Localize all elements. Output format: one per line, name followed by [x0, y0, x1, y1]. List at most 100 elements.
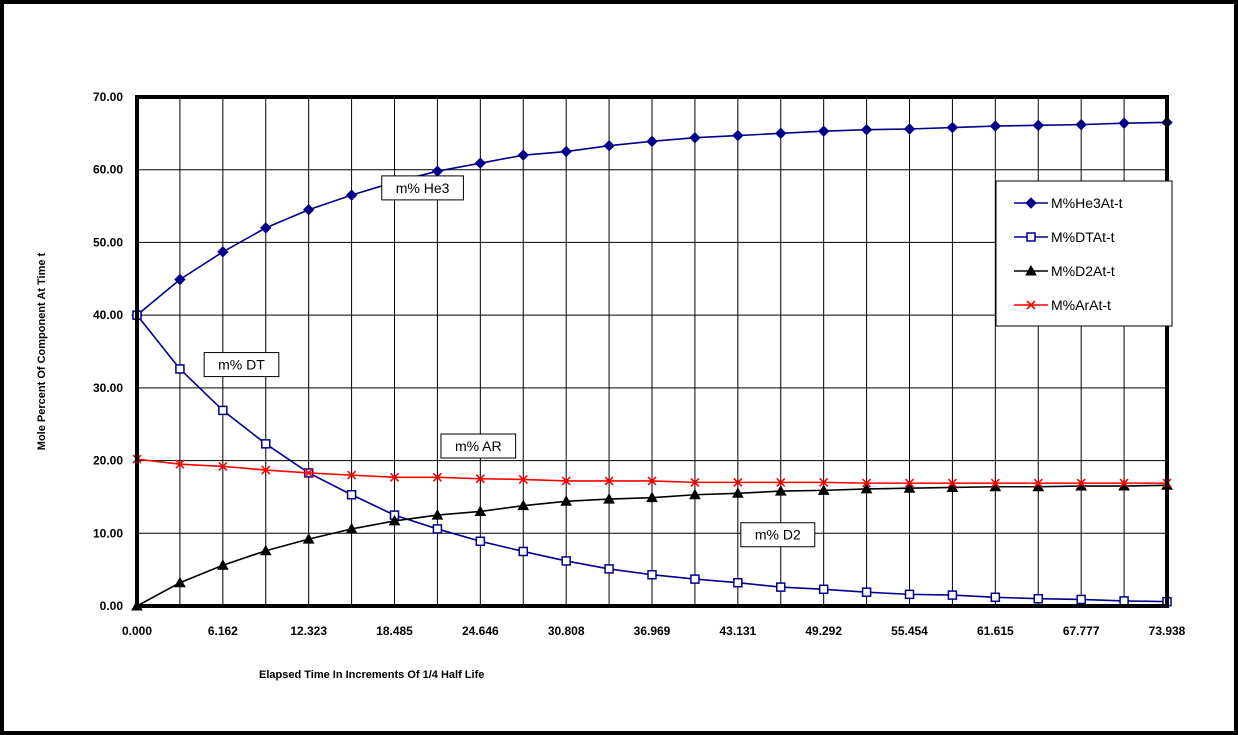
data-point	[474, 157, 487, 169]
legend: M%He3At-t M%DTAt-t M%D2At-t M%ArAt-t	[995, 180, 1173, 327]
data-point	[174, 576, 186, 588]
grid-lines	[136, 96, 1168, 607]
data-point	[218, 405, 228, 416]
data-point	[560, 145, 572, 158]
annotations: m% He3 m% DT m% AR m% D2	[203, 175, 816, 548]
y-tick-label: 60.00	[93, 163, 123, 177]
data-point	[389, 472, 400, 482]
y-tick-label: 20.00	[93, 454, 123, 468]
series-layer	[131, 116, 1173, 611]
legend-label: M%D2At-t	[1051, 263, 1115, 279]
data-point	[431, 509, 444, 520]
data-point	[304, 468, 314, 478]
data-point	[175, 459, 185, 469]
x-tick-label: 36.969	[634, 624, 671, 638]
data-point	[947, 478, 957, 488]
data-point	[259, 544, 272, 556]
data-point	[603, 493, 615, 504]
x-tick-label: 43.131	[719, 624, 756, 638]
annotation-box	[440, 433, 517, 459]
data-point	[689, 488, 701, 500]
data-point	[560, 495, 573, 506]
data-point	[946, 121, 959, 134]
data-point	[431, 165, 444, 177]
data-point	[604, 564, 614, 574]
data-point	[345, 522, 358, 534]
data-point	[175, 364, 185, 374]
data-point	[947, 590, 958, 600]
x-tick-label: 12.323	[290, 624, 327, 638]
y-tick-label: 50.00	[93, 235, 123, 249]
legend-entry: M%D2At-t	[1014, 263, 1115, 279]
legend-entry: M%He3At-t	[1014, 195, 1123, 211]
x-tick-label: 49.292	[805, 624, 842, 638]
annotation: m% DT	[203, 352, 280, 378]
data-point	[775, 127, 787, 140]
data-point	[561, 476, 571, 486]
data-point	[603, 140, 615, 152]
y-tick-label: 70.00	[93, 90, 123, 104]
data-point	[733, 477, 743, 487]
data-point	[818, 584, 829, 595]
legend-marker	[1025, 197, 1037, 209]
annotation: m% AR	[440, 433, 517, 459]
tick-labels: 0.00 10.00 20.00 30.00 40.00 50.00 60.00 70.00 0…	[93, 90, 1186, 638]
data-point	[860, 124, 873, 136]
annotation: m% He3	[381, 175, 464, 201]
annotation-label: m% DT	[218, 357, 265, 373]
data-point	[860, 482, 873, 494]
data-point	[817, 484, 830, 495]
legend-label: M%He3At-t	[1051, 195, 1123, 211]
data-point	[517, 149, 529, 161]
data-point	[1076, 478, 1086, 488]
data-point	[388, 514, 401, 526]
data-point	[862, 478, 872, 488]
legend-marker	[1026, 232, 1036, 242]
data-point	[990, 592, 1001, 603]
annotation-box	[203, 352, 280, 378]
x-tick-label: 6.162	[208, 624, 238, 638]
data-point	[646, 491, 658, 503]
data-point	[260, 222, 272, 234]
x-tick-label: 30.808	[548, 624, 585, 638]
data-point	[903, 123, 916, 135]
data-point	[689, 132, 701, 144]
data-point	[861, 587, 872, 597]
x-axis-title: Elapsed Time In Increments Of 1/4 Half L…	[259, 669, 484, 681]
data-point	[904, 478, 915, 488]
x-tick-label: 18.485	[376, 624, 413, 638]
plot-area-border	[135, 95, 1169, 608]
x-tick-label: 55.454	[891, 624, 928, 638]
x-tick-label: 73.938	[1149, 624, 1186, 638]
legend-label: M%ArAt-t	[1051, 297, 1111, 313]
x-tick-label: 67.777	[1063, 624, 1100, 638]
data-point	[1032, 119, 1044, 132]
data-point	[518, 474, 528, 485]
data-point	[475, 474, 485, 484]
data-point	[1118, 117, 1130, 129]
data-point	[775, 582, 786, 592]
data-point	[817, 125, 830, 137]
data-point	[432, 524, 443, 534]
data-point	[218, 461, 228, 471]
data-point	[260, 439, 271, 449]
data-point	[1033, 593, 1044, 604]
data-point	[432, 472, 442, 482]
data-point	[646, 135, 658, 148]
data-point	[1075, 118, 1087, 131]
series-4	[132, 454, 1172, 488]
annotation-box	[740, 522, 816, 548]
data-point	[647, 476, 657, 486]
data-point	[604, 476, 614, 486]
data-point	[302, 204, 315, 216]
data-point	[690, 477, 700, 487]
data-point	[475, 536, 486, 547]
data-point	[302, 533, 315, 544]
x-tick-label: 24.646	[462, 624, 499, 638]
data-point	[1119, 596, 1129, 606]
legend-entry: M%ArAt-t	[1014, 297, 1111, 313]
data-point	[904, 589, 915, 600]
data-point	[217, 246, 229, 258]
